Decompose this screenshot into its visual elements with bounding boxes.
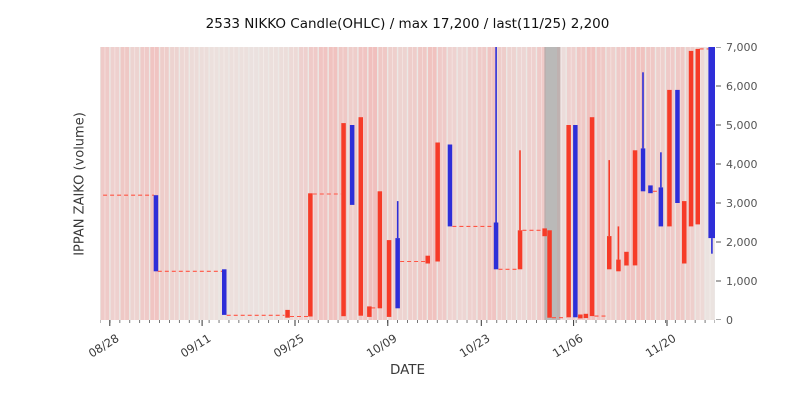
y-tick-label: 2,000 <box>726 236 758 249</box>
y-tick-label: 6,000 <box>726 80 758 93</box>
y-tick-label: 5,000 <box>726 119 758 132</box>
y-axis-label: IPPAN ZAIKO (volume) <box>72 112 88 256</box>
y-axis-ticks <box>716 47 721 320</box>
x-axis-label: DATE <box>389 362 426 378</box>
x-axis-ticks <box>100 320 715 326</box>
y-tick-label: 1,000 <box>726 275 758 288</box>
plot-area <box>100 47 715 320</box>
y-tick-label: 3,000 <box>726 197 758 210</box>
y-tick-label: 0 <box>726 314 733 327</box>
y-tick-label: 7,000 <box>726 41 758 54</box>
chart-title: 2533 NIKKO Candle(OHLC) / max 17,200 / l… <box>205 16 610 32</box>
y-tick-label: 4,000 <box>726 158 758 171</box>
